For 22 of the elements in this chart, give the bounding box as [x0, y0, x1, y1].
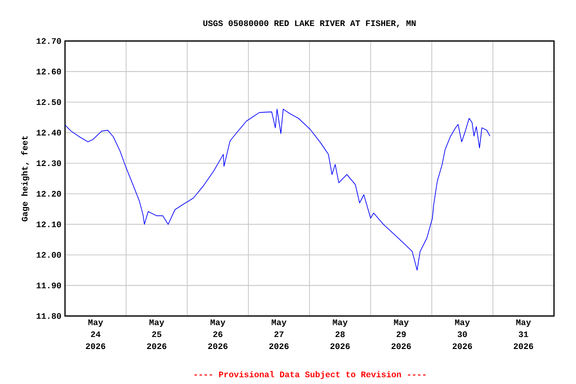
- x-tick-label: May 29 2026: [392, 320, 411, 350]
- x-tick-label: May 24 2026: [86, 320, 106, 350]
- y-tick-label: 11.80: [36, 313, 61, 319]
- line-series: [65, 108, 490, 271]
- y-tick-label: 12.40: [36, 130, 61, 136]
- y-tick-label: 12.20: [36, 190, 61, 197]
- x-tick-label: May 31 2026: [514, 320, 534, 350]
- x-tick-label: May 26 2026: [208, 320, 228, 350]
- x-tick-label: May 27 2026: [269, 320, 289, 350]
- y-tick-label: 12.50: [36, 99, 61, 105]
- y-tick-label: 12.00: [36, 252, 61, 258]
- chart-title: USGS 05080000 RED LAKE RIVER AT FISHER, MN: [203, 20, 416, 28]
- y-axis-title: Gage height, feet: [21, 136, 30, 222]
- y-tick-label: 12.30: [36, 160, 61, 166]
- text: ---- Provisional Data Subject to Revision ----: [194, 371, 426, 379]
- y-tick-label: 11.90: [36, 282, 61, 288]
- y-tick-label: 12.10: [36, 221, 61, 228]
- x-tick-label: May 25 2026: [147, 320, 166, 350]
- x-tick-label: May 30 2026: [452, 320, 472, 350]
- x-tick-label: May 28 2026: [330, 320, 350, 350]
- y-tick-label: 12.60: [36, 68, 61, 74]
- y-tick-label: 12.70: [36, 38, 61, 44]
